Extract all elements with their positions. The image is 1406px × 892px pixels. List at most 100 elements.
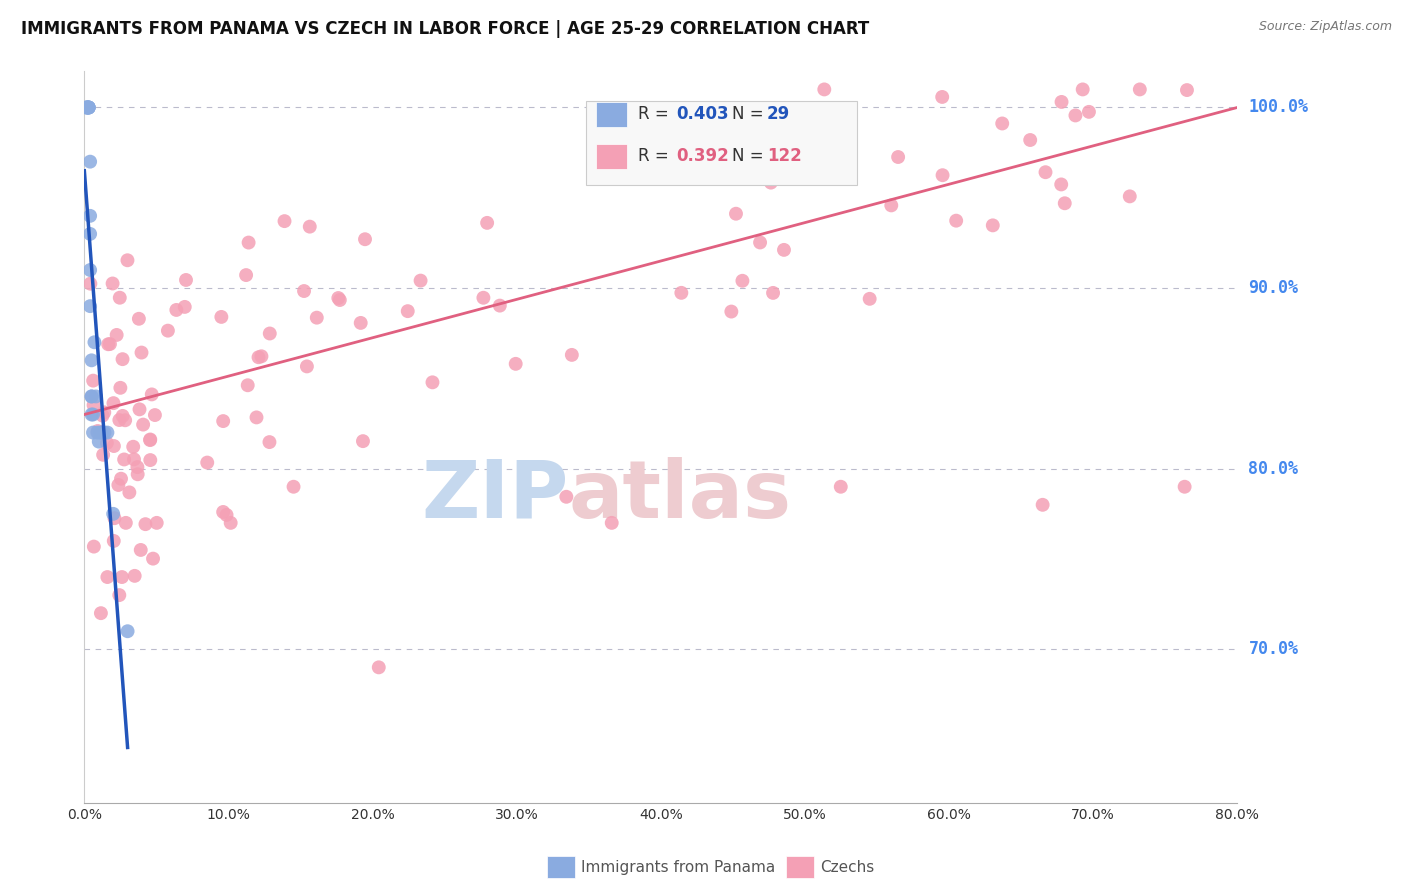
Point (1053, 196, 1076, 211)
Point (1050, 95, 1073, 109)
Point (173, 300, 195, 314)
Point (143, 408, 166, 422)
Text: 90.0%: 90.0% (1249, 279, 1298, 297)
Point (80, 389, 103, 403)
Point (1064, 108, 1087, 122)
Text: 70.0%: 70.0% (1249, 640, 1298, 658)
Point (749, 235, 772, 250)
Point (759, 176, 782, 190)
Text: 122: 122 (766, 147, 801, 165)
Point (132, 417, 155, 432)
Point (97, 337, 120, 351)
Point (762, 285, 785, 300)
Point (773, 243, 796, 257)
Point (1071, 82, 1094, 96)
Point (352, 434, 374, 449)
Point (561, 348, 583, 362)
Point (292, 284, 315, 298)
Point (671, 285, 693, 300)
Point (1032, 498, 1054, 512)
Point (108, 413, 131, 427)
Point (165, 302, 187, 317)
Point (887, 150, 910, 164)
Point (103, 511, 125, 525)
Text: Immigrants from Panama: Immigrants from Panama (581, 860, 775, 874)
Point (215, 508, 238, 522)
Point (142, 551, 165, 566)
Point (108, 291, 131, 305)
Point (103, 533, 125, 548)
Point (880, 198, 903, 212)
Point (991, 116, 1014, 130)
Point (76, 100, 98, 114)
Text: Czechs: Czechs (820, 860, 875, 874)
Text: N =: N = (733, 105, 769, 123)
Point (96, 436, 118, 450)
Point (83, 398, 105, 412)
Point (931, 90, 953, 104)
Point (77, 100, 100, 114)
Point (77, 100, 100, 114)
Point (103, 396, 125, 410)
Point (472, 291, 495, 305)
Point (129, 543, 152, 558)
Point (1119, 189, 1142, 203)
Point (124, 569, 146, 583)
Point (79, 209, 101, 223)
Point (93, 425, 115, 440)
Point (219, 516, 242, 530)
Text: R =: R = (638, 147, 673, 165)
Point (305, 310, 328, 325)
Point (86, 424, 108, 438)
Point (82, 374, 104, 388)
Point (76, 100, 98, 114)
Point (87, 434, 110, 449)
Point (79, 263, 101, 277)
Point (731, 274, 754, 288)
Point (101, 277, 124, 291)
Point (350, 316, 373, 330)
Point (720, 304, 742, 318)
Point (945, 213, 967, 227)
Point (77, 100, 100, 114)
Point (80, 389, 103, 403)
FancyBboxPatch shape (596, 144, 627, 169)
Point (111, 352, 134, 367)
Point (84, 389, 107, 403)
Point (76, 100, 98, 114)
Point (981, 219, 1004, 233)
Point (1175, 83, 1198, 97)
Point (98, 337, 121, 351)
Point (127, 460, 149, 475)
Text: N =: N = (733, 147, 769, 165)
Point (79, 277, 101, 291)
FancyBboxPatch shape (586, 101, 856, 185)
Point (409, 274, 432, 288)
Point (127, 467, 149, 482)
Point (259, 326, 281, 341)
Point (209, 310, 232, 324)
Point (112, 452, 135, 467)
Point (128, 311, 150, 326)
Point (1129, 82, 1152, 96)
Point (103, 507, 124, 521)
Point (505, 357, 527, 371)
Point (117, 253, 139, 268)
Point (273, 214, 295, 228)
Point (108, 588, 131, 602)
Point (82, 425, 104, 440)
Point (422, 376, 444, 390)
Point (475, 216, 498, 230)
Point (89, 425, 111, 440)
Point (111, 570, 134, 584)
Text: IMMIGRANTS FROM PANAMA VS CZECH IN LABOR FORCE | AGE 25-29 CORRELATION CHART: IMMIGRANTS FROM PANAMA VS CZECH IN LABOR… (21, 20, 869, 37)
Point (145, 516, 167, 530)
Point (139, 433, 162, 447)
Point (139, 453, 162, 467)
Point (555, 490, 578, 504)
Point (329, 293, 352, 307)
Text: atlas: atlas (568, 457, 792, 534)
Point (80, 408, 103, 422)
Point (77, 100, 100, 114)
Point (859, 292, 882, 306)
